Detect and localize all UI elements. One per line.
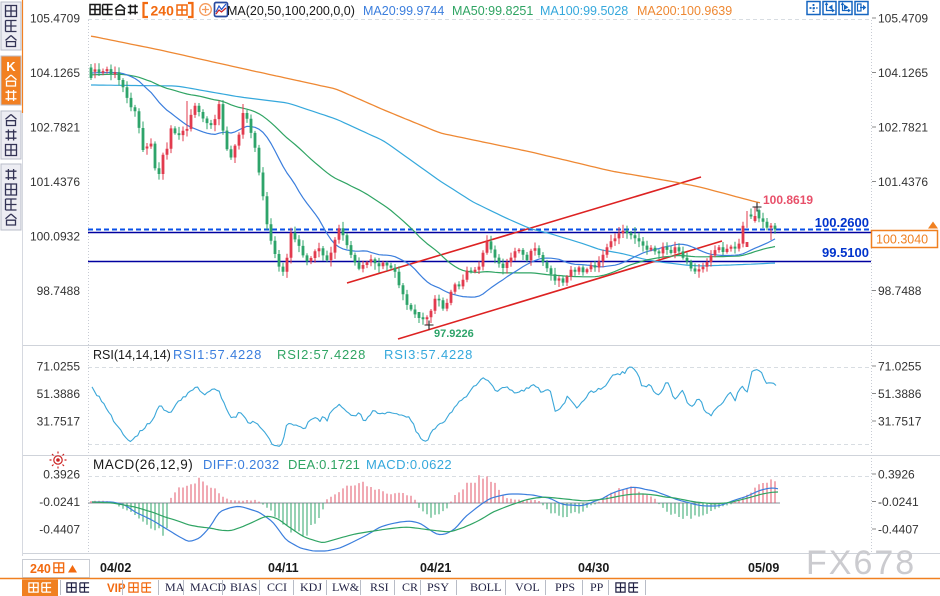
svg-text:04/02: 04/02: [100, 561, 131, 575]
svg-text:-0.4407: -0.4407: [39, 523, 80, 537]
svg-text:MA50:99.8251: MA50:99.8251: [452, 4, 533, 18]
svg-text:102.7821: 102.7821: [30, 121, 80, 135]
svg-text:98.7488: 98.7488: [878, 284, 922, 298]
svg-text:240: 240: [151, 3, 175, 19]
svg-text:RSI2:57.4228: RSI2:57.4228: [277, 347, 366, 362]
svg-text:MA20:99.9744: MA20:99.9744: [363, 4, 444, 18]
svg-text:MA(20,50,100,200,0,0): MA(20,50,100,200,0,0): [227, 4, 355, 18]
svg-text:04/11: 04/11: [268, 561, 299, 575]
svg-text:101.4376: 101.4376: [878, 175, 928, 189]
svg-text:K: K: [6, 59, 16, 74]
svg-text:31.7517: 31.7517: [37, 415, 81, 429]
svg-text:LW&: LW&: [332, 580, 360, 594]
svg-text:PSY: PSY: [427, 580, 449, 594]
svg-text:100.8619: 100.8619: [763, 193, 813, 207]
svg-text:04/21: 04/21: [420, 561, 451, 575]
svg-text:100.2600: 100.2600: [815, 215, 869, 230]
svg-text:MA200:100.9639: MA200:100.9639: [637, 4, 732, 18]
svg-text:MACD(26,12,9): MACD(26,12,9): [93, 457, 193, 472]
svg-text:05/09: 05/09: [748, 561, 779, 575]
svg-text:71.0255: 71.0255: [37, 360, 81, 374]
svg-text:51.3886: 51.3886: [37, 387, 81, 401]
svg-text:-0.4407: -0.4407: [878, 523, 919, 537]
svg-text:RSI1:57.4228: RSI1:57.4228: [173, 347, 262, 362]
svg-text:100.0932: 100.0932: [30, 230, 80, 244]
svg-text:PPS: PPS: [555, 580, 575, 594]
svg-text:FX678: FX678: [806, 544, 916, 582]
svg-text:KDJ: KDJ: [300, 580, 322, 594]
svg-text:RSI(14,14,14): RSI(14,14,14): [93, 348, 171, 362]
svg-text:71.0255: 71.0255: [878, 360, 922, 374]
svg-text:100.3040: 100.3040: [876, 233, 928, 247]
svg-text:PP: PP: [590, 580, 604, 594]
svg-text:MA100:99.5028: MA100:99.5028: [540, 4, 628, 18]
svg-text:98.7488: 98.7488: [37, 284, 81, 298]
svg-text:0.3926: 0.3926: [878, 468, 915, 482]
svg-text:BOLL: BOLL: [470, 580, 501, 594]
svg-text:31.7517: 31.7517: [878, 415, 922, 429]
svg-text:99.5100: 99.5100: [822, 245, 869, 260]
svg-text:MACD:0.0622: MACD:0.0622: [366, 457, 452, 472]
svg-text:240: 240: [30, 562, 51, 576]
svg-text:-0.0241: -0.0241: [878, 495, 919, 509]
svg-text:102.7821: 102.7821: [878, 121, 928, 135]
svg-text:RSI: RSI: [370, 580, 389, 594]
svg-text:105.4709: 105.4709: [878, 12, 928, 26]
svg-text:51.3886: 51.3886: [878, 387, 922, 401]
svg-text:CR: CR: [402, 580, 418, 594]
svg-text:DIFF:0.2032: DIFF:0.2032: [203, 457, 280, 472]
svg-text:DEA:0.1721: DEA:0.1721: [288, 457, 360, 472]
svg-text:104.1265: 104.1265: [30, 66, 80, 80]
svg-text:105.4709: 105.4709: [30, 12, 80, 26]
svg-text:-0.0241: -0.0241: [39, 495, 80, 509]
svg-text:04/30: 04/30: [578, 561, 609, 575]
svg-text:BIAS: BIAS: [230, 580, 257, 594]
svg-text:101.4376: 101.4376: [30, 175, 80, 189]
svg-text:VOL: VOL: [515, 580, 540, 594]
svg-text:MACD: MACD: [190, 580, 226, 594]
svg-text:MA: MA: [165, 580, 185, 594]
svg-text:RSI3:57.4228: RSI3:57.4228: [384, 347, 473, 362]
svg-text:VIP: VIP: [107, 583, 126, 595]
svg-text:104.1265: 104.1265: [878, 66, 928, 80]
svg-text:0.3926: 0.3926: [43, 468, 80, 482]
svg-text:97.9226: 97.9226: [434, 328, 474, 340]
svg-text:CCI: CCI: [267, 580, 287, 594]
